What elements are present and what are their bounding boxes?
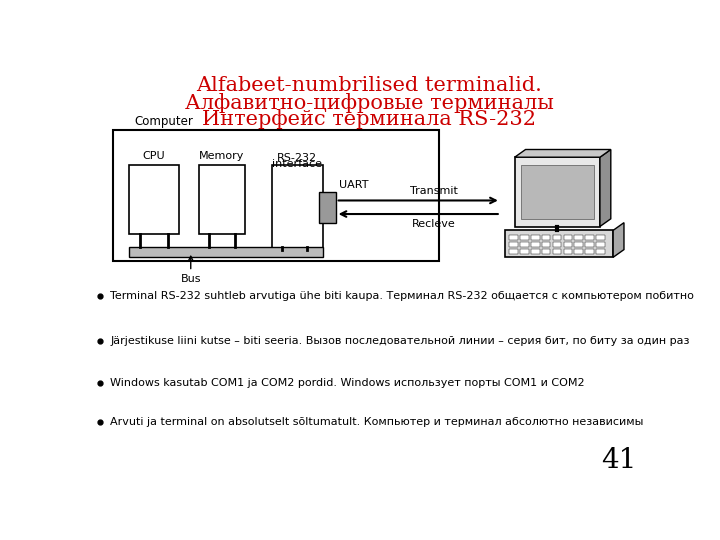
- Bar: [542, 242, 550, 247]
- Polygon shape: [600, 150, 611, 226]
- Text: UART: UART: [339, 180, 368, 190]
- Bar: [596, 249, 605, 254]
- Bar: [509, 242, 518, 247]
- Bar: [575, 242, 583, 247]
- Bar: [129, 247, 323, 257]
- Text: Windows kasutab COM1 ja COM2 pordid. Windows использует порты COM1 и COM2: Windows kasutab COM1 ja COM2 pordid. Win…: [110, 378, 585, 388]
- Bar: [553, 249, 561, 254]
- Bar: [505, 231, 613, 257]
- Bar: [272, 165, 323, 249]
- Bar: [199, 165, 245, 234]
- Bar: [319, 192, 336, 222]
- Bar: [531, 249, 539, 254]
- Bar: [585, 249, 594, 254]
- Bar: [520, 249, 528, 254]
- Bar: [531, 235, 539, 240]
- Polygon shape: [613, 222, 624, 257]
- Text: Arvuti ja terminal on absolutselt sõltumatult. Компьютер и терминал абсолютно не: Arvuti ja terminal on absolutselt sõltum…: [110, 417, 644, 427]
- Bar: [575, 249, 583, 254]
- Text: Alfabeet-numbrilised terminalid.: Alfabeet-numbrilised terminalid.: [196, 76, 542, 96]
- Text: CPU: CPU: [143, 151, 165, 161]
- Polygon shape: [515, 150, 611, 157]
- Text: Алфавитно-цифровые терминалы: Алфавитно-цифровые терминалы: [184, 92, 554, 112]
- Bar: [113, 130, 438, 261]
- Text: Terminal RS-232 suhtleb arvutiga ühe biti kaupa. Терминал RS-232 общается с комп: Terminal RS-232 suhtleb arvutiga ühe bit…: [110, 291, 694, 301]
- Bar: [542, 249, 550, 254]
- Bar: [531, 242, 539, 247]
- Bar: [564, 235, 572, 240]
- Bar: [585, 235, 594, 240]
- Bar: [596, 242, 605, 247]
- Bar: [553, 235, 561, 240]
- Bar: [521, 165, 594, 219]
- Text: interface: interface: [272, 159, 322, 168]
- Bar: [515, 157, 600, 226]
- Bar: [564, 242, 572, 247]
- Bar: [553, 242, 561, 247]
- Bar: [585, 242, 594, 247]
- Bar: [509, 235, 518, 240]
- Text: 41: 41: [601, 448, 636, 475]
- Text: Recleve: Recleve: [412, 219, 456, 230]
- Bar: [520, 235, 528, 240]
- Text: Bus: Bus: [181, 256, 201, 284]
- Bar: [509, 249, 518, 254]
- Bar: [564, 249, 572, 254]
- Text: Järjestikuse liini kutse – biti seeria. Вызов последовательной линии – серия бит: Järjestikuse liini kutse – biti seeria. …: [110, 336, 690, 346]
- Bar: [542, 235, 550, 240]
- Bar: [520, 242, 528, 247]
- Text: Memory: Memory: [199, 151, 244, 161]
- Bar: [129, 165, 179, 234]
- Text: Transmit: Transmit: [410, 186, 458, 196]
- Bar: [575, 235, 583, 240]
- Bar: [596, 235, 605, 240]
- Text: Интерфейс терминала RS-232: Интерфейс терминала RS-232: [202, 109, 536, 129]
- Text: RS-232: RS-232: [277, 153, 317, 163]
- Text: Computer: Computer: [134, 115, 193, 128]
